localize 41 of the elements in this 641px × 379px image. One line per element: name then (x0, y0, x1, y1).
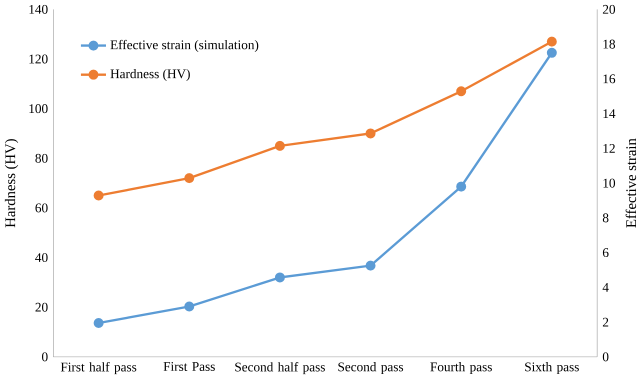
y2-tick-label: 12 (603, 144, 615, 153)
point (94, 190, 104, 200)
y-axis-title: Hardness (HV) (4, 139, 18, 228)
point (184, 301, 194, 312)
y2-tick-label: 16 (603, 74, 616, 84)
x-tick-label: Fourth pass (430, 362, 492, 374)
y2-tick-label: 8 (602, 213, 608, 222)
y2-tick-label: 0 (602, 352, 608, 362)
y2-tick-label: 10 (603, 178, 616, 188)
point (366, 128, 376, 138)
y2-tick-label: 20 (602, 4, 616, 14)
x-tick-label: Second half pass (235, 362, 325, 374)
y-tick-label: 40 (35, 253, 48, 262)
point (94, 318, 104, 328)
point (274, 272, 285, 282)
point (274, 140, 285, 151)
x-tick-label: First half pass (60, 362, 136, 374)
y2-tick-label: 2 (602, 318, 608, 326)
point (546, 36, 557, 47)
legend-label: Hardness (HV) (110, 68, 190, 81)
point (456, 182, 466, 192)
y2-axis-title: Effective strain (626, 138, 636, 228)
y-tick-label: 80 (35, 154, 48, 163)
point (546, 48, 557, 58)
point (456, 86, 466, 96)
y-tick-label: 140 (29, 4, 48, 14)
point (184, 173, 194, 184)
y-tick-label: 20 (35, 302, 48, 312)
x-tick-label: Sixth pass (525, 362, 579, 374)
legend-label: Effective strain (simulation) (110, 40, 258, 52)
y-tick-label: 0 (42, 352, 48, 362)
y-tick-label: 120 (29, 54, 48, 64)
y-tick-label: 60 (35, 203, 48, 212)
y-tick-label: 100 (29, 104, 48, 114)
y2-tick-label: 14 (603, 109, 616, 118)
x-tick-label: Second pass (338, 362, 404, 374)
x-tick-label: First Pass (164, 362, 215, 371)
y2-tick-label: 18 (603, 40, 616, 49)
y2-tick-label: 4 (602, 282, 609, 292)
point (366, 260, 376, 271)
y2-tick-label: 6 (602, 248, 609, 258)
